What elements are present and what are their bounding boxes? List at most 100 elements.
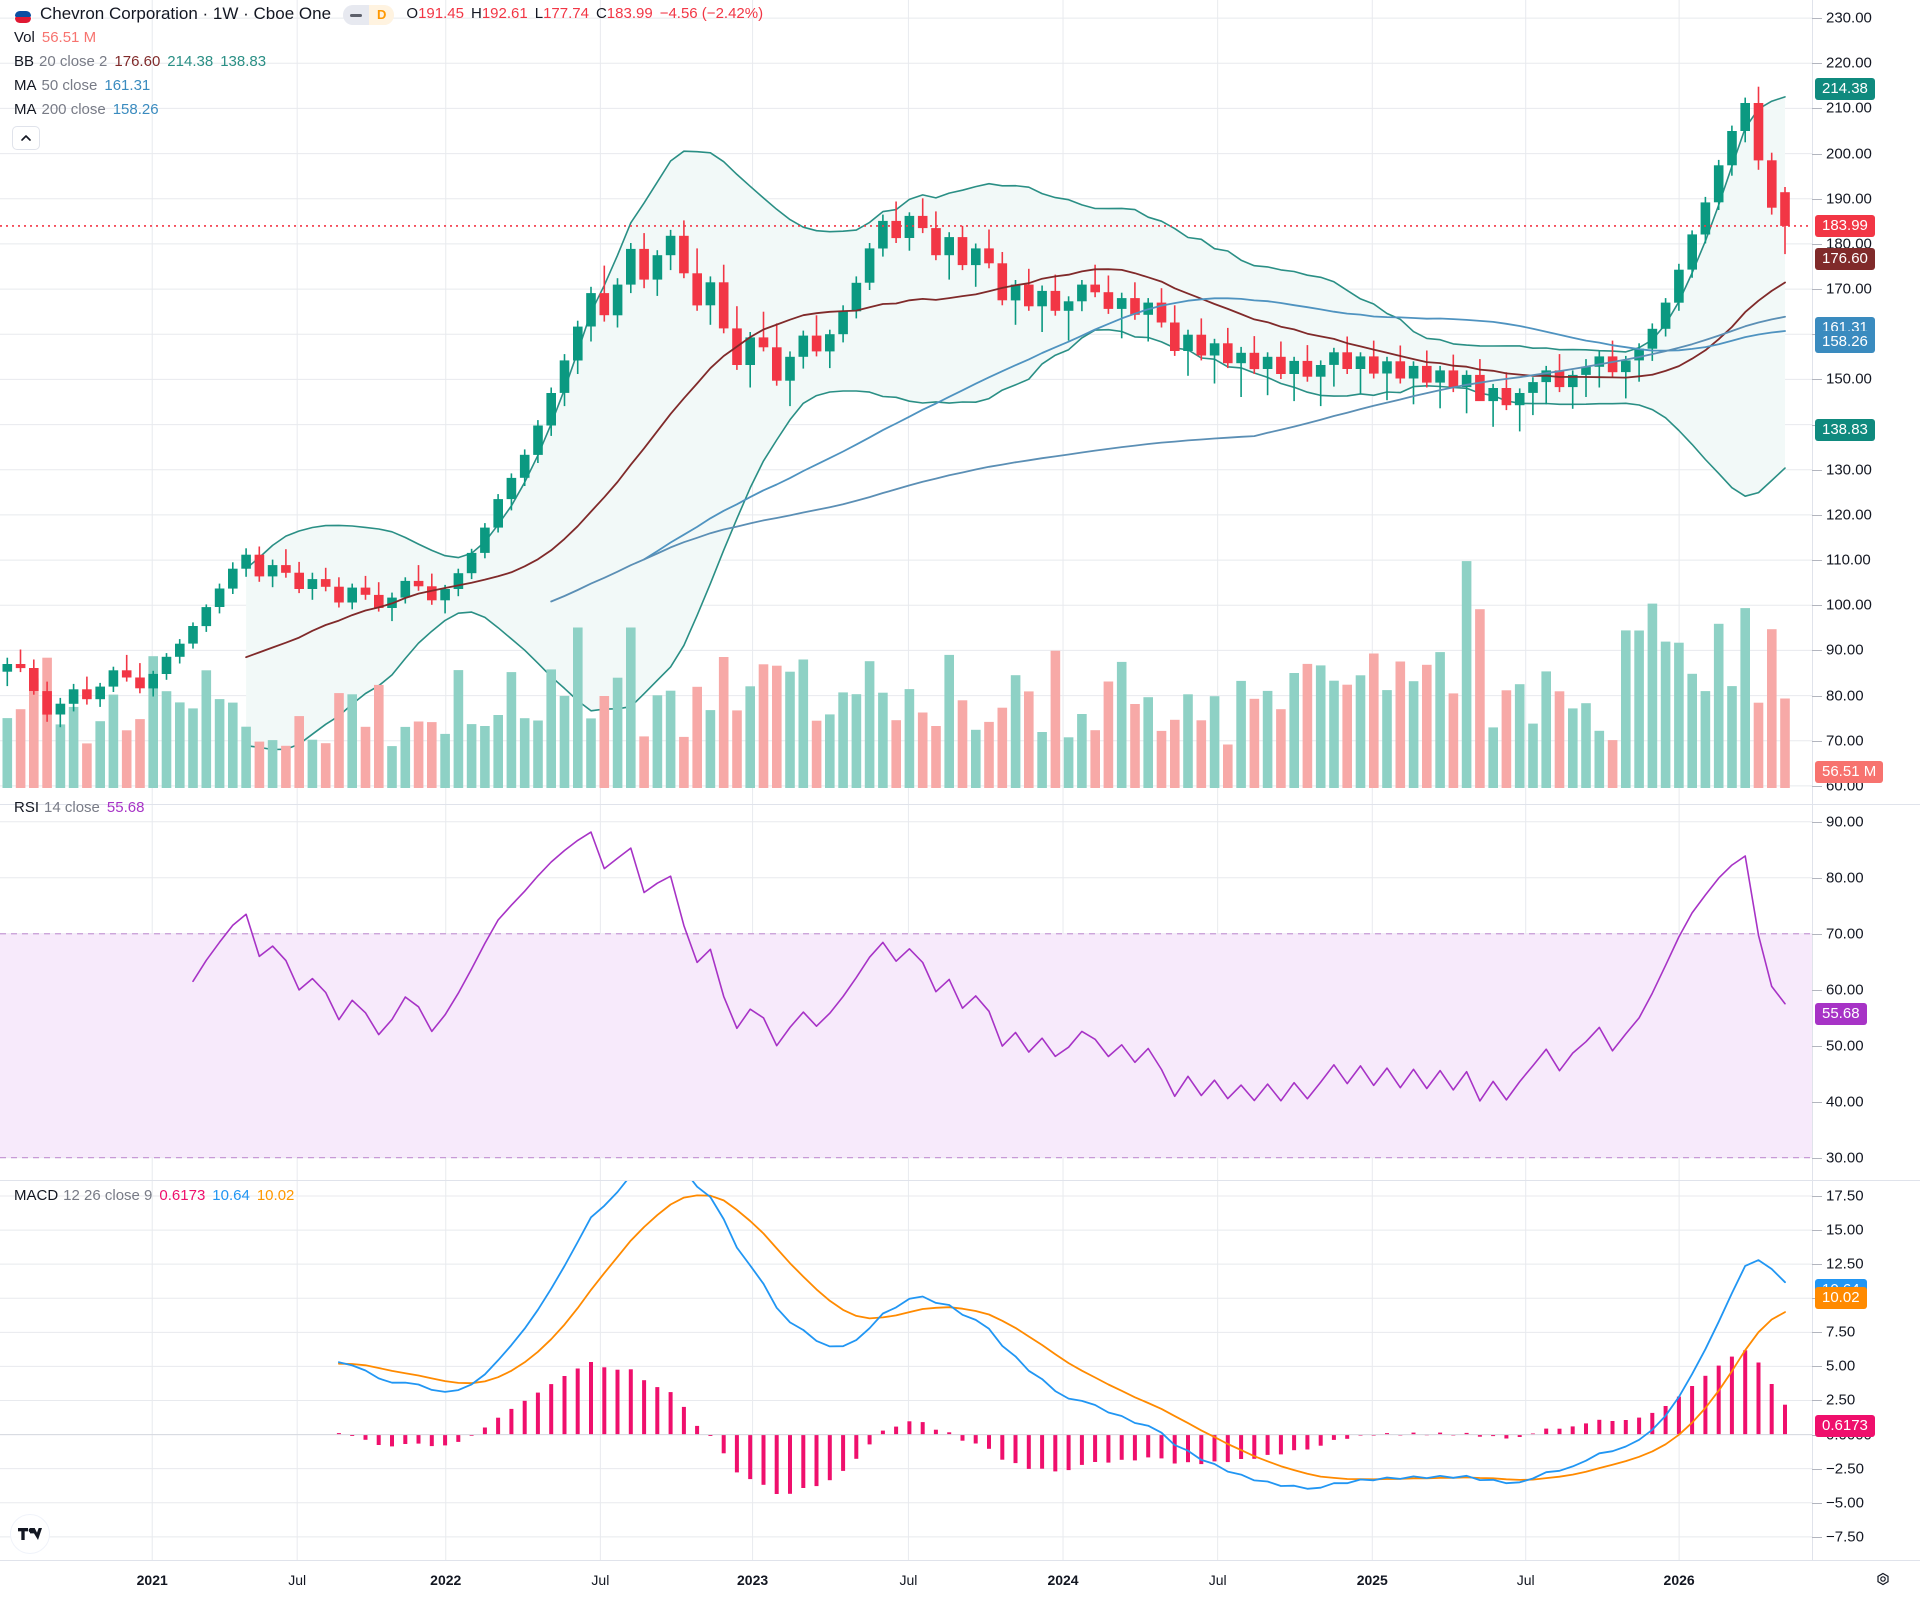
macd-tick-mark (1812, 1366, 1822, 1368)
price-tick-label: 150.00 (1826, 370, 1872, 388)
price-tick-label: 230.00 (1826, 9, 1872, 27)
price-tick-mark (1812, 514, 1822, 516)
macd-tick-label: 5.00 (1826, 1357, 1856, 1375)
time-axis-label: Jul (1516, 1572, 1535, 1588)
time-axis-label: Jul (1208, 1572, 1227, 1588)
macd-hist-tag[interactable]: 0.6173 (1815, 1415, 1875, 1438)
price-tick-mark (1812, 63, 1822, 65)
chevron-up-icon (21, 135, 31, 141)
pane-separator-2[interactable] (0, 1180, 1920, 1181)
time-axis-label: Jul (591, 1572, 610, 1588)
chart-settings-button[interactable] (1872, 1570, 1894, 1592)
price-tick-label: 210.00 (1826, 99, 1872, 117)
macd-tick-mark (1812, 1230, 1822, 1232)
macd-tick-label: 7.50 (1826, 1323, 1856, 1341)
rsi-pane: 90.00 80.00 70.00 60.00 50.00 40.00 30.00 55.68 (0, 805, 1920, 1180)
rsi-tick-label: 40.00 (1826, 1093, 1864, 1111)
price-tick-label: 180.00 (1826, 235, 1872, 253)
rsi-tick-label: 80.00 (1826, 869, 1864, 887)
price-tick-mark (1812, 108, 1822, 110)
bb-basis-tag[interactable]: 176.60 (1815, 248, 1875, 271)
time-axis-label: 2026 (1663, 1572, 1695, 1588)
macd-tick-mark (1812, 1264, 1822, 1266)
price-tick-mark (1812, 740, 1822, 742)
rsi-plot-area[interactable] (0, 805, 1812, 1180)
volume-tag[interactable]: 56.51 M (1815, 761, 1884, 784)
price-tick-mark (1812, 18, 1822, 20)
tradingview-logo[interactable] (10, 1514, 50, 1554)
macd-tick-label: −5.00 (1826, 1494, 1864, 1512)
rsi-axis-divider (1812, 805, 1813, 1180)
macd-tick-mark (1812, 1332, 1822, 1334)
price-tick-mark (1812, 243, 1822, 245)
macd-tick-label: 2.50 (1826, 1391, 1856, 1409)
last-price-tag[interactable]: 183.99 (1815, 214, 1875, 237)
rsi-tick-label: 90.00 (1826, 813, 1864, 831)
time-axis-label: Jul (288, 1572, 307, 1588)
macd-tick-mark (1812, 1400, 1822, 1402)
price-tick-mark (1812, 379, 1822, 381)
rsi-tick-mark (1812, 933, 1822, 935)
rsi-axis[interactable]: 90.00 80.00 70.00 60.00 50.00 40.00 30.00 55.68 (1812, 805, 1920, 1180)
price-tick-label: 70.00 (1826, 732, 1864, 750)
macd-axis-divider (1812, 1181, 1813, 1560)
price-tick-label: 110.00 (1826, 551, 1871, 569)
price-axis[interactable]: 230.00 220.00 210.00 200.00 190.00 180.00 170.… (1812, 0, 1920, 804)
price-plot-area[interactable] (0, 0, 1812, 804)
time-axis-label: Jul (899, 1572, 918, 1588)
macd-tick-label: 12.50 (1826, 1255, 1864, 1273)
macd-pane: 17.5015.0012.5010.007.505.002.500.0000−2… (0, 1181, 1920, 1560)
bb-lower-tag[interactable]: 138.83 (1815, 418, 1875, 441)
rsi-tick-label: 60.00 (1826, 981, 1864, 999)
time-axis-label: 2022 (430, 1572, 462, 1588)
price-axis-divider (1812, 0, 1813, 804)
price-tick-label: 130.00 (1826, 461, 1872, 479)
rsi-tick-mark (1812, 1101, 1822, 1103)
macd-axis[interactable]: 17.5015.0012.5010.007.505.002.500.0000−2… (1812, 1181, 1920, 1560)
price-tick-mark (1812, 785, 1822, 787)
rsi-tick-label: 30.00 (1826, 1149, 1864, 1167)
time-axis-label: 2024 (1047, 1572, 1079, 1588)
time-axis-label: 2021 (136, 1572, 168, 1588)
price-tick-label: 200.00 (1826, 145, 1872, 163)
rsi-tick-mark (1812, 877, 1822, 879)
price-tick-label: 170.00 (1826, 280, 1872, 298)
pane-separator-1[interactable] (0, 804, 1920, 805)
rsi-tick-mark (1812, 989, 1822, 991)
price-tick-mark (1812, 560, 1822, 562)
price-tick-mark (1812, 289, 1822, 291)
price-tick-mark (1812, 650, 1822, 652)
macd-signal-tag[interactable]: 10.02 (1815, 1286, 1867, 1309)
price-tick-label: 220.00 (1826, 54, 1872, 72)
time-axis[interactable]: 2021 Jul 2022 Jul 2023 Jul 2024 Jul 2025 Jul 2026 (0, 1560, 1920, 1600)
price-tick-label: 100.00 (1826, 596, 1872, 614)
macd-tick-mark (1812, 1468, 1822, 1470)
macd-tick-label: −2.50 (1826, 1460, 1864, 1478)
macd-tick-label: 15.00 (1826, 1221, 1864, 1239)
price-tick-label: 80.00 (1826, 687, 1864, 705)
price-tick-mark (1812, 605, 1822, 607)
price-tick-label: 90.00 (1826, 641, 1864, 659)
price-tick-label: 120.00 (1826, 506, 1872, 524)
bb-upper-tag[interactable]: 214.38 (1815, 77, 1875, 100)
tradingview-logo-icon (18, 1528, 42, 1540)
collapse-legend-button[interactable] (12, 126, 40, 150)
macd-tick-mark (1812, 1195, 1822, 1197)
ma200-tag[interactable]: 158.26 (1815, 331, 1875, 354)
rsi-tick-label: 70.00 (1826, 925, 1864, 943)
macd-tick-mark (1812, 1502, 1822, 1504)
macd-tick-label: −7.50 (1826, 1528, 1864, 1546)
price-tick-mark (1812, 469, 1822, 471)
macd-tick-mark (1812, 1536, 1822, 1538)
price-tick-mark (1812, 198, 1822, 200)
time-axis-label: 2023 (737, 1572, 769, 1588)
price-pane: 230.00 220.00 210.00 200.00 190.00 180.00 170.… (0, 0, 1920, 804)
rsi-tick-mark (1812, 821, 1822, 823)
rsi-tag[interactable]: 55.68 (1815, 1002, 1867, 1025)
rsi-tick-mark (1812, 1045, 1822, 1047)
macd-plot-area[interactable] (0, 1181, 1812, 1560)
price-tick-label: 190.00 (1826, 190, 1872, 208)
time-axis-label: 2025 (1356, 1572, 1388, 1588)
rsi-tick-mark (1812, 1157, 1822, 1159)
